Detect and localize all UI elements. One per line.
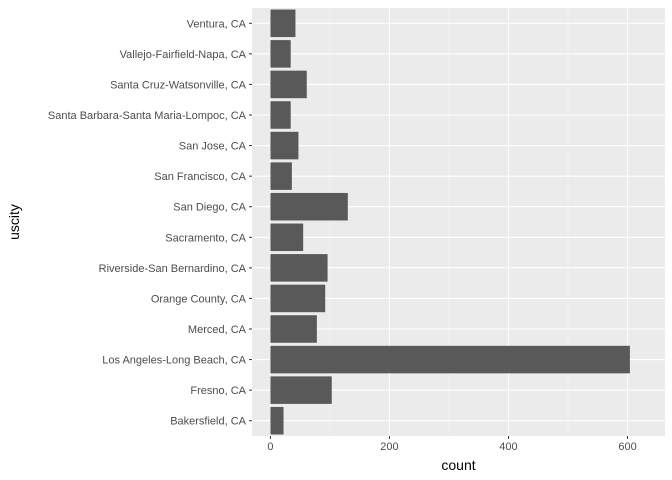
y-tick-label: Vallejo-Fairfield-Napa, CA: [120, 49, 247, 61]
y-tick-label: Bakersfield, CA: [170, 416, 246, 428]
bars: [270, 9, 630, 435]
y-tick-label: San Jose, CA: [179, 141, 247, 153]
bar: [270, 9, 296, 38]
y-tick-label: Riverside-San Bernardino, CA: [99, 263, 247, 275]
y-tick-label: Ventura, CA: [187, 18, 247, 30]
y-tick-label: San Diego, CA: [173, 202, 246, 214]
x-tick-label: 0: [267, 441, 273, 453]
bar: [270, 284, 326, 313]
bar: [270, 406, 284, 435]
y-tick-label: Santa Cruz-Watsonville, CA: [110, 79, 247, 91]
y-axis: Ventura, CA Vallejo-Fairfield-Napa, CA San…: [48, 18, 252, 428]
y-tick-label: Fresno, CA: [190, 385, 246, 397]
bar: [270, 101, 291, 129]
y-tick-label: San Francisco, CA: [154, 171, 246, 183]
x-axis-title: count: [441, 457, 475, 473]
bar: [270, 162, 292, 190]
x-tick-label: 400: [499, 441, 517, 453]
bar: [270, 223, 304, 252]
y-tick-label: Orange County, CA: [151, 293, 247, 305]
bar: [270, 254, 328, 282]
bar: [270, 376, 332, 404]
x-tick-label: 200: [380, 441, 398, 453]
bar: [270, 192, 348, 221]
bar: [270, 345, 630, 374]
bar: [270, 70, 307, 99]
y-tick-label: Sacramento, CA: [165, 232, 246, 244]
y-axis-title: uscity: [6, 204, 22, 240]
y-tick-label: Los Angeles-Long Beach, CA: [102, 355, 246, 367]
bar: [270, 315, 317, 343]
bar: [270, 40, 291, 68]
bar: [270, 131, 299, 160]
y-tick-label: Merced, CA: [188, 324, 247, 336]
x-tick-label: 600: [618, 441, 636, 453]
y-tick-label: Santa Barbara-Santa Maria-Lompoc, CA: [48, 110, 247, 122]
x-axis: 0 200 400 600: [267, 436, 637, 453]
